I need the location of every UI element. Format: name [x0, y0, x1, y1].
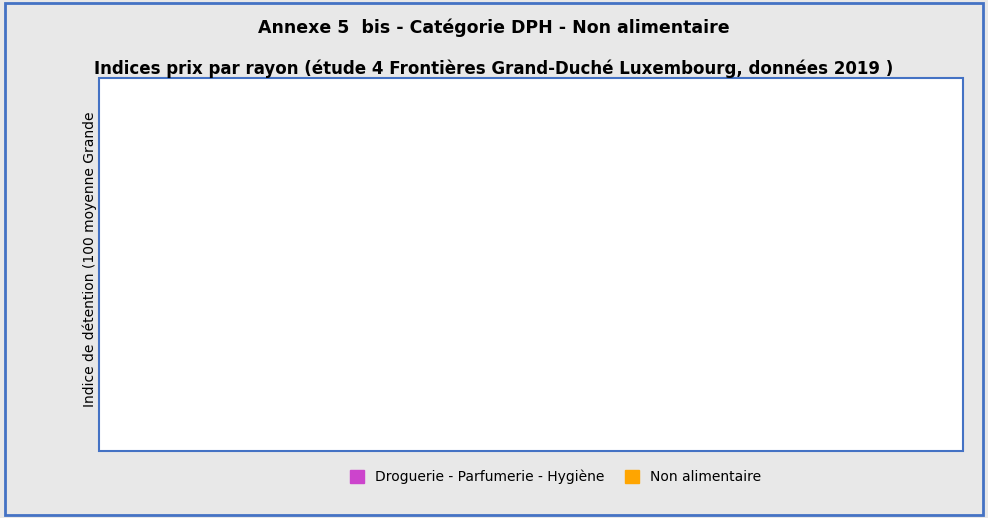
Bar [190, 227, 259, 518]
Text: 99,1: 99,1 [208, 209, 240, 223]
Text: 95,4: 95,4 [605, 242, 635, 256]
Bar [586, 260, 655, 518]
Text: 94,0: 94,0 [674, 255, 704, 269]
Bar [456, 178, 526, 518]
Bar [387, 175, 456, 518]
Text: 81,1: 81,1 [802, 369, 834, 383]
Text: 102,9: 102,9 [274, 176, 313, 190]
Text: Annexe 5  bis - Catégorie DPH - Non alimentaire: Annexe 5 bis - Catégorie DPH - Non alime… [258, 18, 730, 37]
Bar [259, 193, 328, 518]
Legend: Droguerie - Parfumerie - Hygiène, Non alimentaire: Droguerie - Parfumerie - Hygiène, Non al… [345, 464, 767, 490]
Y-axis label: Indice de détention (100 moyenne Grande
Région): Indice de détention (100 moyenne Grande … [82, 111, 114, 407]
Text: 92,0: 92,0 [871, 272, 902, 286]
Text: 104,6: 104,6 [471, 161, 511, 175]
Bar [655, 272, 724, 518]
Text: 105: 105 [409, 157, 436, 171]
Bar [783, 387, 853, 518]
Bar [853, 290, 922, 518]
Text: Indices prix par rayon (étude 4 Frontières Grand-Duché Luxembourg, données 2019 : Indices prix par rayon (étude 4 Frontièr… [95, 60, 893, 78]
